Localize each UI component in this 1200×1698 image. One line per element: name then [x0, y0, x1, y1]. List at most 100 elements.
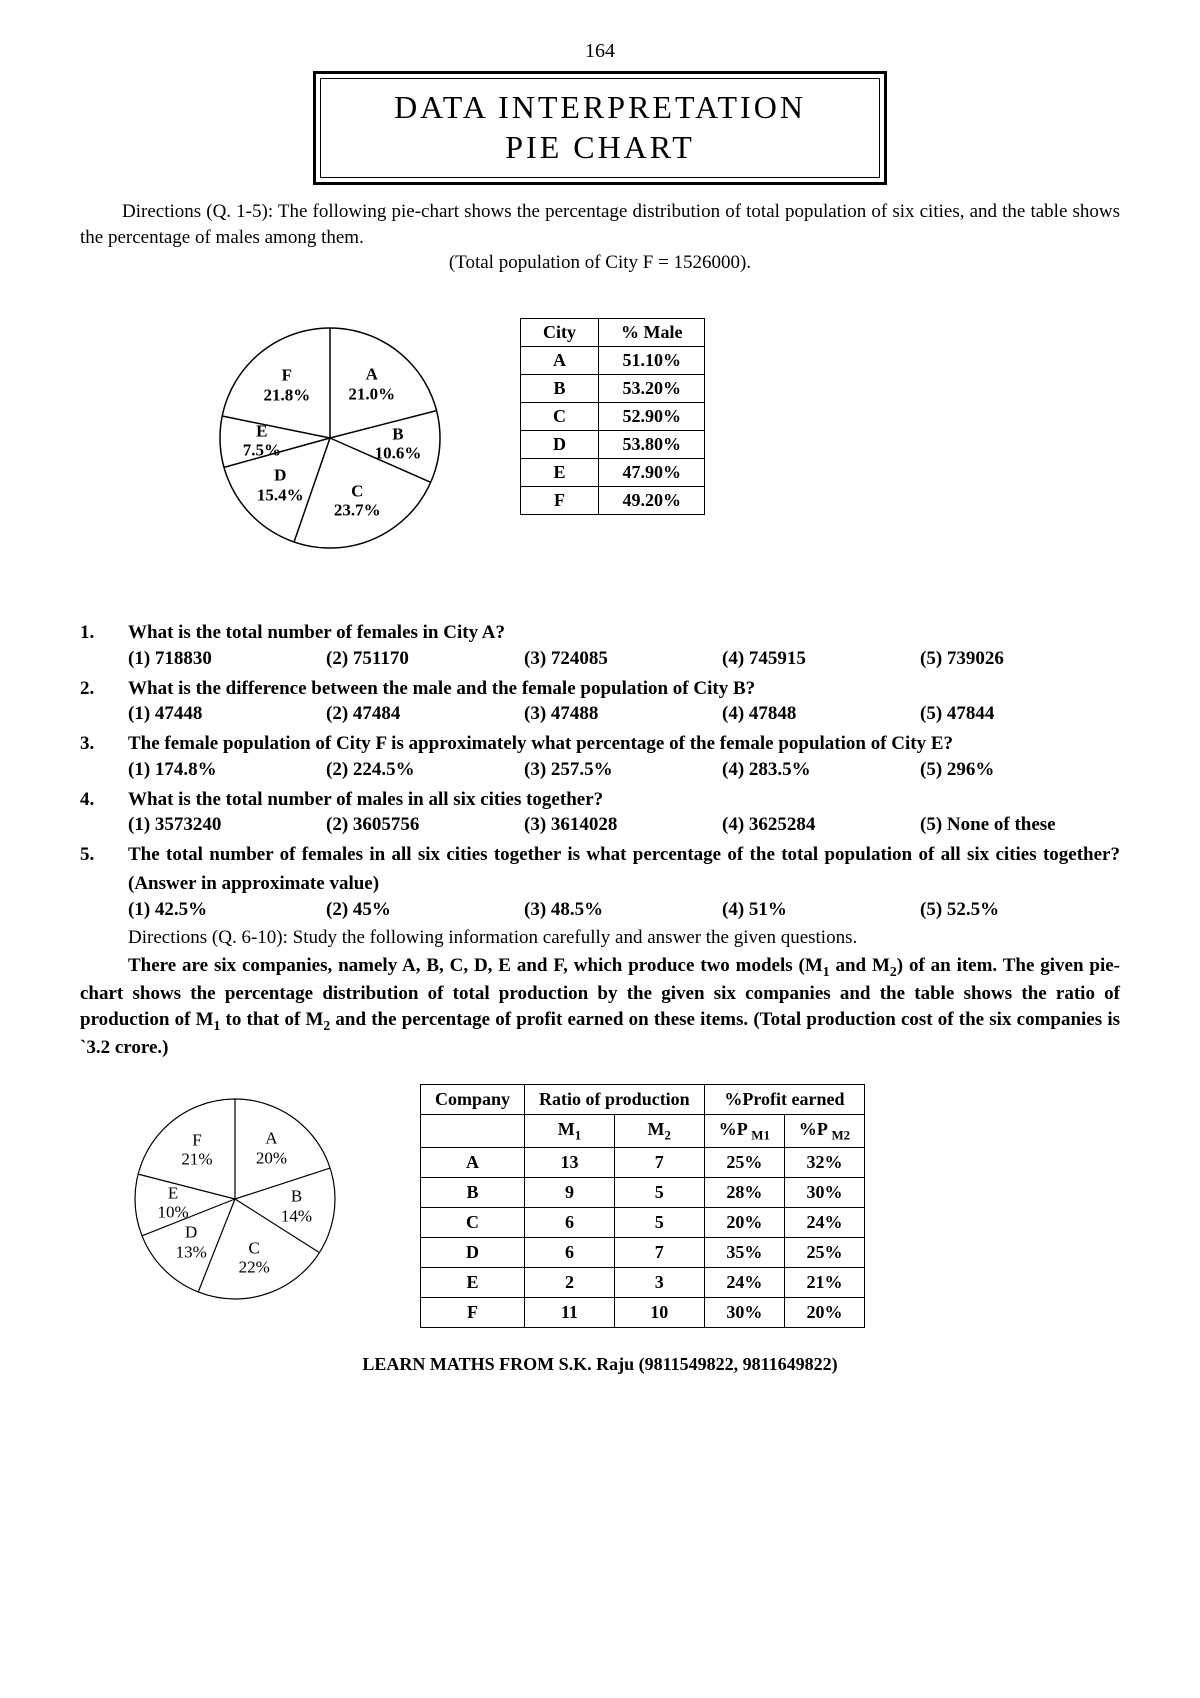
option: (1) 718830	[128, 648, 326, 670]
pie-slice-label-E: E10%	[158, 1183, 189, 1222]
option: (5) 739026	[920, 648, 1118, 670]
table-cell: 20%	[704, 1208, 784, 1238]
pie-slice-label-C: C22%	[239, 1238, 270, 1277]
pie-slice-label-A: A20%	[256, 1129, 287, 1168]
table-cell: 24%	[704, 1268, 784, 1298]
table-cell: 49.20%	[599, 487, 705, 515]
question-number: 4.	[80, 785, 128, 814]
table-cell: 7	[614, 1238, 704, 1268]
table-cell: 10	[614, 1298, 704, 1328]
table-subheader: M1	[525, 1114, 615, 1148]
table-header: % Male	[599, 319, 705, 347]
question-text: What is the total number of males in all…	[128, 785, 1120, 814]
pie-slice-label-F: F21.8%	[263, 366, 310, 405]
table-cell: 25%	[704, 1148, 784, 1178]
question-options: (1) 42.5%(2) 45%(3) 48.5%(4) 51%(5) 52.5…	[80, 899, 1120, 921]
pie-slice-label-B: B10.6%	[375, 424, 422, 463]
male-percent-table: City% MaleA51.10%B53.20%C52.90%D53.80%E4…	[520, 318, 705, 515]
table-cell: B	[521, 375, 599, 403]
option: (1) 3573240	[128, 814, 326, 836]
table-row: B9528%30%	[421, 1178, 865, 1208]
option: (3) 48.5%	[524, 899, 722, 921]
directions-2a: Directions (Q. 6-10): Study the followin…	[80, 925, 1120, 951]
pie-slice-label-A: A21.0%	[348, 365, 395, 404]
option: (3) 257.5%	[524, 759, 722, 781]
question-number: 5.	[80, 840, 128, 899]
table-cell: 24%	[784, 1208, 864, 1238]
option: (4) 745915	[722, 648, 920, 670]
table-cell: 53.20%	[599, 375, 705, 403]
table-header: Ratio of production	[525, 1084, 705, 1114]
option: (2) 224.5%	[326, 759, 524, 781]
page: 164 DATA INTERPRETATION PIE CHART Direct…	[0, 0, 1200, 1405]
question-text: The total number of females in all six c…	[128, 840, 1120, 899]
table-cell: 35%	[704, 1238, 784, 1268]
table-cell: C	[521, 403, 599, 431]
question: 5.The total number of females in all six…	[80, 840, 1120, 899]
question: 1.What is the total number of females in…	[80, 618, 1120, 647]
table-cell: 30%	[704, 1298, 784, 1328]
table-cell: 11	[525, 1298, 615, 1328]
subnote-1: (Total population of City F = 1526000).	[80, 252, 1120, 274]
table-cell: A	[421, 1148, 525, 1178]
table-cell: 6	[525, 1238, 615, 1268]
table-subheader	[421, 1114, 525, 1148]
option: (4) 3625284	[722, 814, 920, 836]
table-cell: 30%	[784, 1178, 864, 1208]
table-cell: C	[421, 1208, 525, 1238]
question: 2.What is the difference between the mal…	[80, 674, 1120, 703]
option: (3) 3614028	[524, 814, 722, 836]
table-header: %Profit earned	[704, 1084, 864, 1114]
table-cell: 2	[525, 1268, 615, 1298]
page-number: 164	[80, 40, 1120, 63]
table-cell: 52.90%	[599, 403, 705, 431]
table-cell: B	[421, 1178, 525, 1208]
table-header: City	[521, 319, 599, 347]
company-table: CompanyRatio of production%Profit earned…	[420, 1084, 865, 1329]
directions-2b: There are six companies, namely A, B, C,…	[80, 953, 1120, 1062]
option: (4) 47848	[722, 703, 920, 725]
question-number: 3.	[80, 729, 128, 758]
question-options: (1) 174.8%(2) 224.5%(3) 257.5%(4) 283.5%…	[80, 759, 1120, 781]
table-cell: 20%	[784, 1298, 864, 1328]
table-cell: D	[521, 431, 599, 459]
table-cell: F	[521, 487, 599, 515]
pie-chart-1: A21.0%B10.6%C23.7%D15.4%E7.5%F21.8%	[200, 308, 460, 568]
pie-slice-label-F: F21%	[181, 1130, 212, 1169]
question-number: 1.	[80, 618, 128, 647]
page-footer: LEARN MATHS FROM S.K. Raju (9811549822, …	[80, 1354, 1120, 1375]
table-cell: 6	[525, 1208, 615, 1238]
question: 4.What is the total number of males in a…	[80, 785, 1120, 814]
table-cell: 7	[614, 1148, 704, 1178]
option: (5) 47844	[920, 703, 1118, 725]
table-cell: 9	[525, 1178, 615, 1208]
table-cell: 5	[614, 1208, 704, 1238]
title-box: DATA INTERPRETATION PIE CHART	[313, 71, 887, 185]
table-row: E2324%21%	[421, 1268, 865, 1298]
table-row: E47.90%	[521, 459, 705, 487]
title-line-1: DATA INTERPRETATION	[394, 89, 806, 125]
table-cell: D	[421, 1238, 525, 1268]
option: (3) 47488	[524, 703, 722, 725]
pie-slice-label-E: E7.5%	[243, 421, 281, 460]
table-subheader: %P M2	[784, 1114, 864, 1148]
table-subheader: M2	[614, 1114, 704, 1148]
option: (3) 724085	[524, 648, 722, 670]
question: 3.The female population of City F is app…	[80, 729, 1120, 758]
table-cell: 25%	[784, 1238, 864, 1268]
table-cell: E	[421, 1268, 525, 1298]
option: (5) None of these	[920, 814, 1118, 836]
table-cell: 3	[614, 1268, 704, 1298]
option: (4) 283.5%	[722, 759, 920, 781]
option: (1) 42.5%	[128, 899, 326, 921]
table-row: C6520%24%	[421, 1208, 865, 1238]
option: (1) 174.8%	[128, 759, 326, 781]
pie-slice-label-D: D15.4%	[257, 465, 304, 504]
question-options: (1) 718830(2) 751170(3) 724085(4) 745915…	[80, 648, 1120, 670]
table-subheader: %P M1	[704, 1114, 784, 1148]
pie-svg	[120, 1084, 350, 1314]
question-options: (1) 3573240(2) 3605756(3) 3614028(4) 362…	[80, 814, 1120, 836]
table-cell: 5	[614, 1178, 704, 1208]
table-cell: 32%	[784, 1148, 864, 1178]
table-cell: 13	[525, 1148, 615, 1178]
